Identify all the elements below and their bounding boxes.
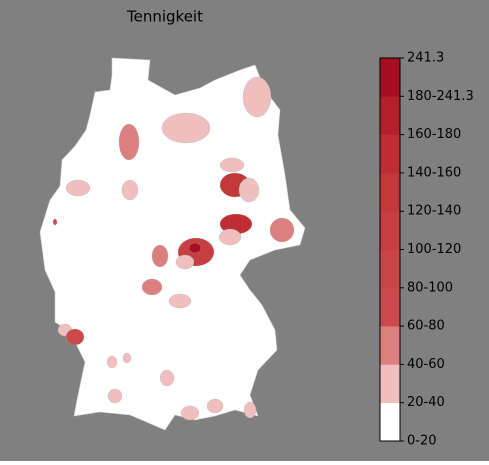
region (188, 242, 202, 254)
region (180, 405, 200, 421)
region (159, 369, 175, 387)
colorbar-segment (380, 364, 400, 403)
region (206, 398, 224, 414)
region (121, 179, 139, 201)
colorbar-segment (380, 326, 400, 365)
colorbar-segment (380, 287, 400, 327)
colorbar-segment (380, 249, 400, 289)
colorbar-label: 40-60 (407, 357, 445, 372)
region (243, 401, 257, 419)
region (218, 228, 242, 246)
region (168, 293, 192, 309)
colorbar-label: 140-160 (407, 165, 461, 180)
region (175, 254, 195, 270)
colorbar-label: 241.3 (407, 51, 444, 66)
region (242, 76, 272, 118)
colorbar-segment (380, 58, 400, 97)
colorbar-label: 180-241.3 (407, 89, 474, 104)
region (106, 355, 118, 369)
colorbar-label: 160-180 (407, 127, 461, 142)
colorbar-label: 60-80 (407, 319, 445, 334)
colorbar-label: 120-140 (407, 204, 461, 219)
region (122, 352, 132, 364)
colorbar-segment (380, 172, 400, 212)
map-title: Tennigkeit (126, 8, 203, 26)
regions (52, 76, 295, 421)
colorbar-segment (380, 134, 400, 174)
region (141, 278, 163, 296)
colorbar-label: 0-20 (407, 434, 437, 449)
region (269, 217, 295, 243)
region (151, 244, 169, 268)
region (65, 328, 85, 346)
region (65, 179, 91, 197)
colorbar-segment (380, 402, 400, 442)
region (219, 157, 245, 173)
colorbar-label: 100-120 (407, 242, 461, 257)
region (238, 177, 260, 203)
region (107, 388, 123, 404)
region (161, 112, 211, 144)
colorbar: 0-20 20-40 40-60 60-80 80-100 100-120 120-140 1… (379, 51, 474, 449)
colorbar-label: 20-40 (407, 395, 445, 410)
region (118, 123, 140, 161)
colorbar-segment (380, 96, 400, 135)
colorbar-label: 80-100 (407, 280, 453, 295)
colorbar-segment (380, 211, 400, 250)
region (52, 218, 58, 226)
